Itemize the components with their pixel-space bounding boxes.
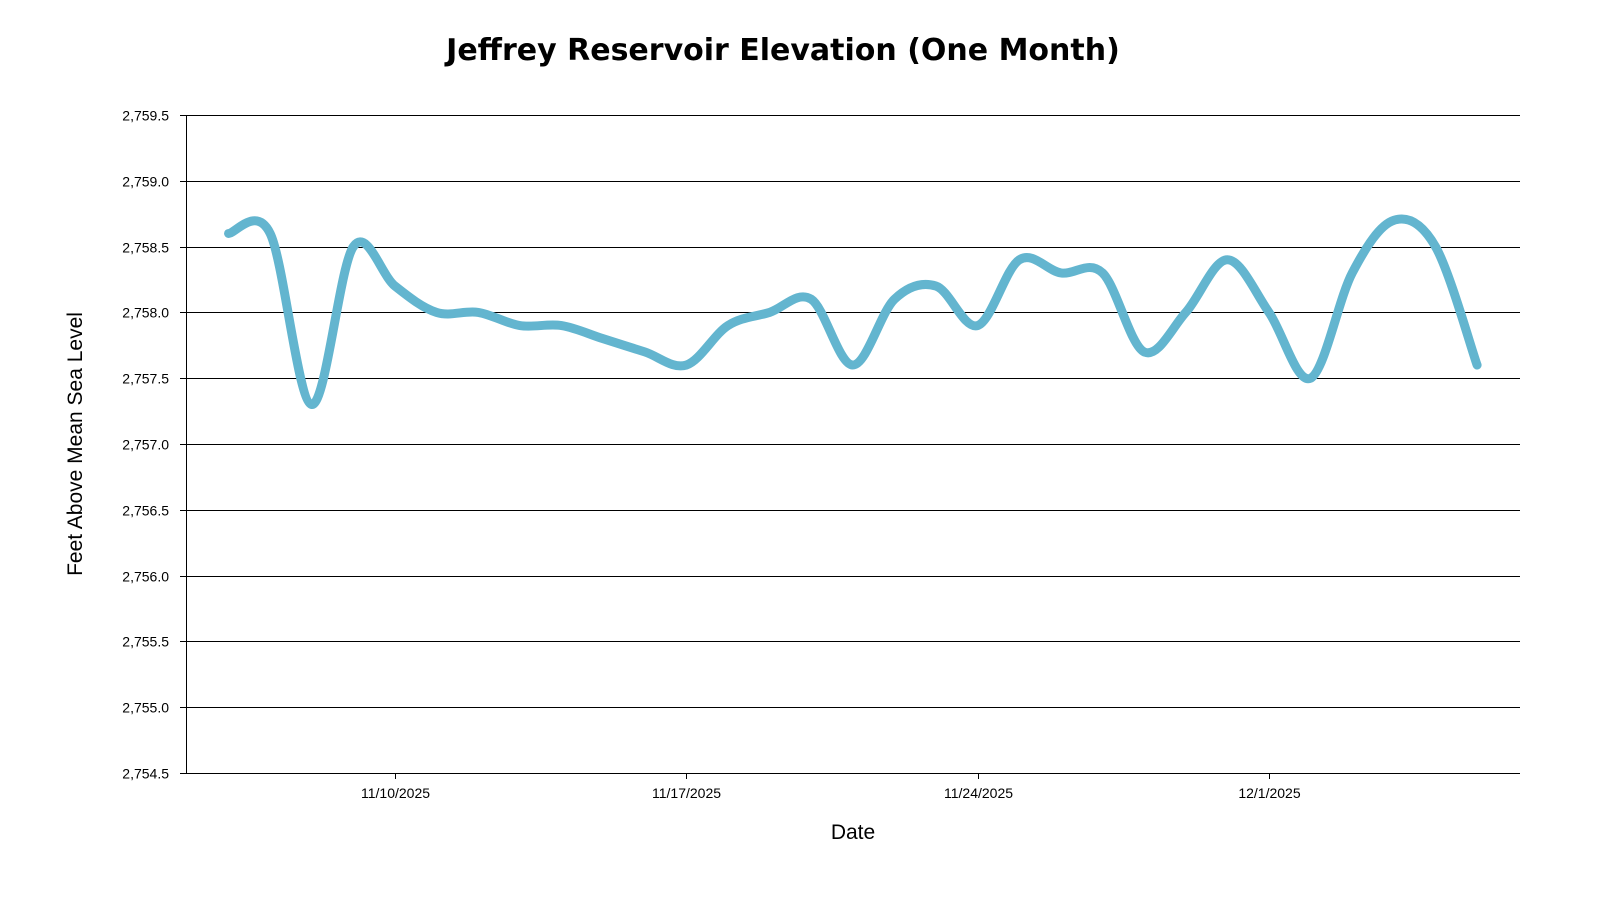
y-tick-label: 2,755.0 [122, 700, 169, 716]
x-axis-ticks: 11/10/2025 11/17/2025 11/24/2025 12/1/2025 [361, 773, 1301, 801]
y-tick-label: 2,758.5 [122, 240, 169, 256]
y-tick-label: 2,757.5 [122, 371, 169, 387]
x-axis-label: Date [831, 821, 875, 844]
y-tick-label: 2,757.0 [122, 437, 169, 453]
y-tick-label: 2,759.5 [122, 108, 169, 124]
x-tick-label: 11/10/2025 [361, 785, 430, 801]
y-tick-label: 2,756.5 [122, 503, 169, 519]
data-points [228, 220, 1478, 405]
gridlines [186, 115, 1520, 708]
x-tick-label: 12/1/2025 [1238, 785, 1300, 801]
y-axis-label: Feet Above Mean Sea Level [64, 312, 87, 576]
x-tick-label: 11/24/2025 [944, 785, 1013, 801]
y-axis-ticks: 2,754.5 2,755.0 2,755.5 2,756.0 2,756.5 2,757… [122, 108, 186, 782]
x-tick-label: 11/17/2025 [652, 785, 721, 801]
y-tick-label: 2,754.5 [122, 766, 169, 782]
chart-title: Jeffrey Reservoir Elevation (One Month) [444, 33, 1120, 68]
series-line [224, 214, 1482, 410]
y-tick-label: 2,756.0 [122, 569, 169, 585]
y-tick-label: 2,755.5 [122, 634, 169, 650]
y-tick-label: 2,758.0 [122, 305, 169, 321]
y-tick-label: 2,759.0 [122, 174, 169, 190]
